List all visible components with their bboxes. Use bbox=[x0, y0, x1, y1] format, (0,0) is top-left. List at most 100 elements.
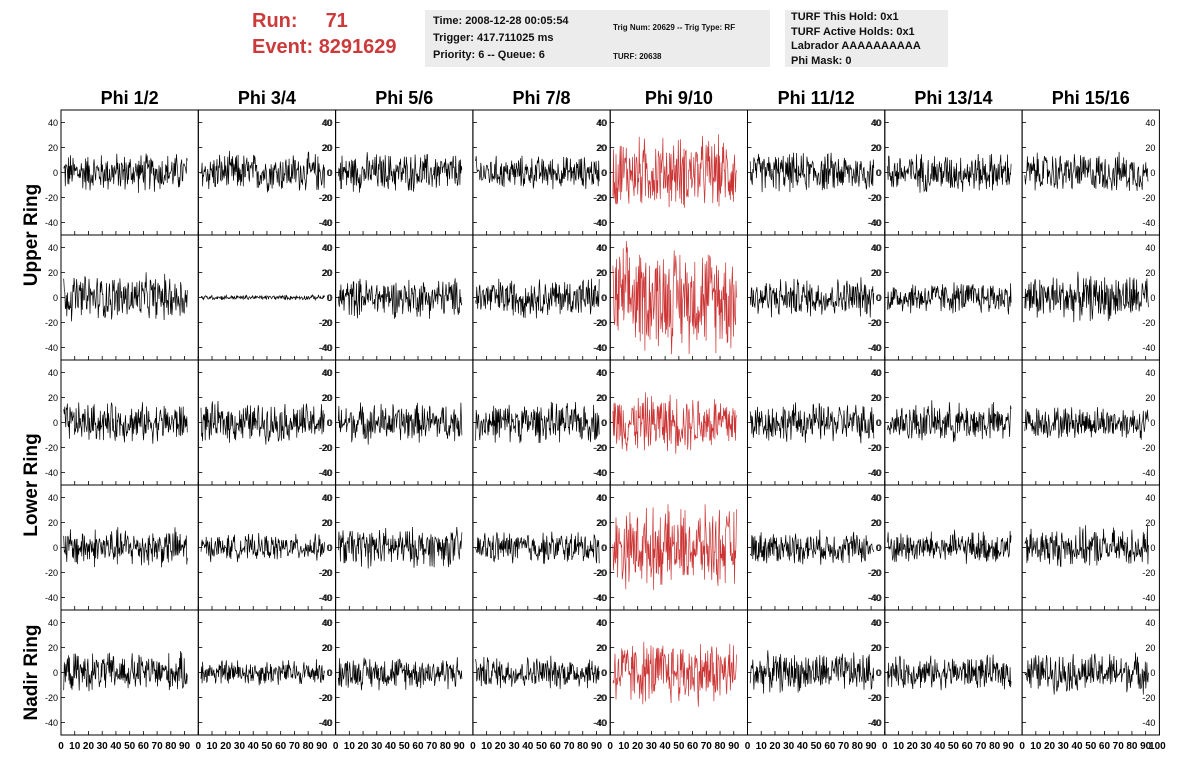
x-tick-label: 70 bbox=[426, 741, 438, 752]
y-tick-label: -40 bbox=[594, 218, 607, 228]
x-tick-label: 0 bbox=[196, 741, 202, 752]
x-tick-label: 50 bbox=[536, 741, 548, 752]
y-tick-label: -20 bbox=[594, 193, 607, 203]
y-tick-label: 0 bbox=[53, 418, 58, 428]
y-tick-label: 20 bbox=[596, 268, 606, 278]
waveform-trace bbox=[200, 659, 325, 686]
waveform-trace bbox=[749, 650, 875, 694]
waveform-trace bbox=[475, 655, 600, 690]
y-tick-label: -40 bbox=[868, 343, 881, 353]
y-tick-label: -40 bbox=[45, 343, 58, 353]
y-tick-label: -40 bbox=[320, 343, 333, 353]
y-tick-label: 0 bbox=[327, 168, 332, 178]
y-tick-label: 20 bbox=[872, 393, 882, 403]
x-tick-label: 30 bbox=[783, 741, 795, 752]
y-tick-label: 40 bbox=[597, 243, 607, 253]
y-tick-label: -20 bbox=[1142, 443, 1155, 453]
waveform-trace bbox=[750, 529, 875, 565]
y-tick-label: 20 bbox=[322, 268, 332, 278]
trig-info-box: Trig Num: 20629 -- Trig Type: RF TURF: 2… bbox=[605, 10, 770, 67]
y-tick-label: -40 bbox=[45, 593, 58, 603]
y-tick-label: 0 bbox=[601, 543, 606, 553]
y-tick-label: -20 bbox=[319, 443, 332, 453]
y-tick-label: 0 bbox=[53, 293, 58, 303]
event-label: Event: bbox=[252, 36, 314, 58]
y-tick-label: -40 bbox=[319, 468, 332, 478]
x-tick-label: 20 bbox=[907, 741, 919, 752]
x-tick-label: 40 bbox=[248, 741, 260, 752]
y-tick-label: 40 bbox=[596, 493, 606, 503]
x-tick-label: 40 bbox=[934, 741, 946, 752]
waveform-trace bbox=[63, 272, 188, 322]
y-tick-label: 0 bbox=[328, 668, 333, 678]
y-tick-label: -20 bbox=[1142, 193, 1155, 203]
time-info-box: Time: 2008-12-28 00:05:54 Trigger: 417.7… bbox=[425, 10, 607, 67]
x-tick-label: 40 bbox=[522, 741, 534, 752]
y-tick-label: 0 bbox=[601, 668, 606, 678]
y-tick-label: 20 bbox=[596, 143, 606, 153]
waveform-trace bbox=[612, 392, 737, 454]
x-tick-label: 70 bbox=[152, 741, 164, 752]
x-tick-label: 50 bbox=[948, 741, 960, 752]
waveform-trace bbox=[337, 526, 463, 569]
y-tick-label: -20 bbox=[320, 568, 333, 578]
x-tick-label: 90 bbox=[316, 741, 328, 752]
x-tick-label: 50 bbox=[673, 741, 685, 752]
x-tick-label: 70 bbox=[1113, 741, 1125, 752]
waveform-trace bbox=[475, 531, 600, 564]
x-tick-label: 70 bbox=[563, 741, 575, 752]
y-tick-label: -20 bbox=[594, 443, 607, 453]
y-tick-label: -40 bbox=[1142, 718, 1155, 728]
x-tick-label: 10 bbox=[1030, 741, 1042, 752]
x-tick-label: 60 bbox=[275, 741, 287, 752]
y-tick-label: -40 bbox=[869, 343, 882, 353]
y-tick-label: -40 bbox=[320, 593, 333, 603]
waveform-trace bbox=[475, 155, 600, 190]
x-tick-label: 30 bbox=[97, 741, 109, 752]
y-tick-label: 40 bbox=[323, 368, 333, 378]
y-tick-label: 0 bbox=[1150, 293, 1155, 303]
y-tick-label: -20 bbox=[868, 693, 881, 703]
waveform-trace bbox=[612, 241, 737, 355]
y-tick-label: 40 bbox=[872, 493, 882, 503]
y-tick-label: 0 bbox=[53, 543, 58, 553]
x-tick-label: 0 bbox=[333, 741, 339, 752]
waveform-trace bbox=[887, 153, 1012, 193]
y-tick-label: 40 bbox=[596, 368, 606, 378]
y-tick-label: 40 bbox=[597, 493, 607, 503]
ring-label: Lower Ring bbox=[21, 433, 42, 536]
y-tick-label: 40 bbox=[596, 118, 606, 128]
x-tick-label: 0 bbox=[745, 741, 751, 752]
y-tick-label: -20 bbox=[320, 318, 333, 328]
y-tick-label: 20 bbox=[323, 643, 333, 653]
y-tick-label: 0 bbox=[1150, 168, 1155, 178]
y-tick-label: 20 bbox=[597, 643, 607, 653]
y-tick-label: 40 bbox=[322, 368, 332, 378]
turf-text: TURF: 20638 bbox=[613, 52, 662, 61]
x-tick-label: 80 bbox=[989, 741, 1001, 752]
x-tick-label: 70 bbox=[701, 741, 713, 752]
priority-text: Priority: 6 -- Queue: 6 bbox=[433, 49, 545, 61]
y-tick-label: -20 bbox=[593, 318, 606, 328]
y-tick-label: 0 bbox=[877, 418, 882, 428]
y-tick-label: -20 bbox=[868, 443, 881, 453]
y-tick-label: 40 bbox=[871, 493, 881, 503]
x-tick-label: 70 bbox=[838, 741, 850, 752]
y-tick-label: 40 bbox=[597, 118, 607, 128]
run-value: 71 bbox=[325, 10, 348, 32]
waveform-trace bbox=[749, 152, 875, 193]
ring-label: Upper Ring bbox=[21, 184, 42, 286]
y-tick-label: -40 bbox=[320, 718, 333, 728]
y-tick-label: 20 bbox=[872, 518, 882, 528]
y-tick-label: -40 bbox=[319, 593, 332, 603]
column-title: Phi 5/6 bbox=[375, 88, 433, 108]
y-tick-label: -20 bbox=[45, 193, 58, 203]
y-tick-label: -20 bbox=[593, 568, 606, 578]
y-tick-label: -20 bbox=[319, 568, 332, 578]
y-tick-label: -20 bbox=[594, 318, 607, 328]
x-tick-label: 80 bbox=[1126, 741, 1138, 752]
y-tick-label: -20 bbox=[320, 193, 333, 203]
y-tick-label: -40 bbox=[593, 468, 606, 478]
y-tick-label: -20 bbox=[319, 318, 332, 328]
waveform-trace bbox=[887, 282, 1012, 315]
